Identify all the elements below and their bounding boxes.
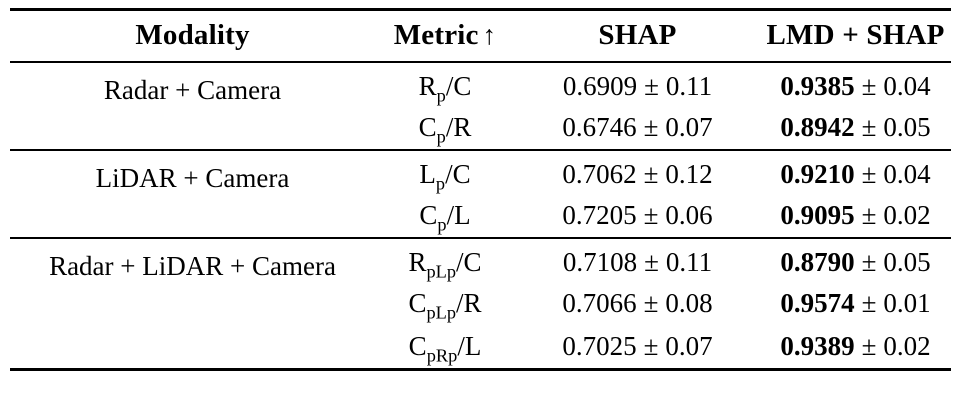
table-row: LiDAR + Camera Lp/C 0.7062 ±0.12 0.9210 ±0.04 (10, 150, 951, 194)
std-value: 0.08 (665, 288, 713, 318)
shap-value-cell: 0.7205 ±0.06 (515, 194, 760, 238)
table-row: Cp/L 0.7205 ±0.06 0.9095 ±0.02 (10, 194, 951, 238)
std-value: 0.01 (883, 288, 931, 318)
plus-minus-symbol: ± (861, 247, 877, 277)
plus-minus-symbol: ± (643, 111, 659, 142)
table-row: Radar + Camera Rp/C 0.6909 ±0.11 0.9385 ±0.04 (10, 62, 951, 106)
results-table: Modality Metric ↑ SHAP LMD + SHAP Radar + Ca… (10, 8, 951, 371)
table-group: Radar + Camera Rp/C 0.6909 ±0.11 0.9385 ±0.04… (10, 62, 951, 150)
mean-value: 0.9210 (780, 159, 855, 189)
column-header-label: LMD + SHAP (766, 19, 945, 52)
column-header-label: SHAP (598, 19, 677, 52)
metric-cell: CpRp/L (408, 331, 482, 366)
mean-value: 0.7205 (562, 199, 637, 230)
mean-value: 0.8790 (780, 247, 855, 277)
mean-value: 0.6909 (562, 71, 638, 101)
plus-minus-symbol: ± (643, 331, 659, 362)
lmd-shap-value-cell: 0.9210 ±0.04 (760, 150, 951, 194)
mean-value: 0.7062 (562, 159, 637, 189)
modality-cell: LiDAR + Camera (95, 162, 290, 193)
plus-minus-symbol: ± (861, 288, 877, 318)
table-row: Cp/R 0.6746 ±0.07 0.8942 ±0.05 (10, 106, 951, 150)
metric-cell: CpLp/R (408, 288, 482, 323)
table-group: Radar + LiDAR + Camera RpLp/C 0.7108 ±0.11 0… (10, 237, 951, 370)
shap-value-cell: 0.6909 ±0.11 (515, 62, 760, 106)
std-value: 0.07 (665, 331, 713, 362)
std-value: 0.05 (883, 247, 931, 277)
modality-cell: Radar + Camera (103, 74, 282, 105)
table-header: Modality Metric ↑ SHAP LMD + SHAP (10, 10, 951, 62)
column-header: SHAP (515, 10, 760, 62)
metric-cell: Lp/C (419, 159, 471, 194)
lmd-shap-value-cell: 0.8942 ±0.05 (760, 106, 951, 150)
column-header-label: Metric (393, 19, 479, 52)
plus-minus-symbol: ± (643, 199, 659, 230)
mean-value: 0.7066 (562, 288, 637, 318)
shap-value-cell: 0.6746 ±0.07 (515, 106, 760, 150)
plus-minus-symbol: ± (861, 71, 877, 101)
modality-cell: Radar + LiDAR + Camera (49, 250, 336, 281)
std-value: 0.04 (883, 71, 931, 101)
shap-value-cell: 0.7066 ±0.08 (515, 282, 760, 326)
mean-value: 0.9385 (780, 71, 855, 101)
lmd-shap-value-cell: 0.9385 ±0.04 (760, 62, 951, 106)
plus-minus-symbol: ± (644, 71, 659, 101)
column-header-label: Modality (135, 19, 250, 52)
std-value: 0.04 (883, 159, 931, 189)
std-value: 0.12 (665, 159, 713, 189)
header-row: Modality Metric ↑ SHAP LMD + SHAP (10, 10, 951, 62)
plus-minus-symbol: ± (861, 159, 877, 189)
mean-value: 0.6746 (562, 111, 637, 142)
metric-cell: RpLp/C (408, 247, 482, 282)
plus-minus-symbol: ± (643, 288, 659, 318)
std-value: 0.07 (665, 111, 713, 142)
table-row: CpLp/R 0.7066 ±0.08 0.9574 ±0.01 (10, 282, 951, 326)
plus-minus-symbol: ± (861, 111, 877, 142)
metric-cell: Cp/L (419, 199, 471, 234)
lmd-shap-value-cell: 0.9095 ±0.02 (760, 194, 951, 238)
metric-cell: Rp/C (418, 71, 472, 106)
std-value: 0.02 (883, 331, 931, 362)
shap-value-cell: 0.7108 ±0.11 (515, 238, 760, 282)
table-group: LiDAR + Camera Lp/C 0.7062 ±0.12 0.9210 ±0.04… (10, 149, 951, 238)
plus-minus-symbol: ± (861, 331, 877, 362)
metric-cell: Cp/R (418, 111, 472, 146)
column-header: LMD + SHAP (760, 10, 951, 62)
mean-value: 0.8942 (780, 111, 855, 142)
table-row: CpRp/L 0.7025 ±0.07 0.9389 ±0.02 (10, 326, 951, 370)
std-value: 0.06 (665, 199, 713, 230)
mean-value: 0.7108 (562, 247, 638, 277)
shap-value-cell: 0.7062 ±0.12 (515, 150, 760, 194)
mean-value: 0.9389 (780, 331, 855, 362)
column-header: Metric ↑ (375, 10, 515, 62)
up-arrow-icon: ↑ (482, 20, 497, 51)
plus-minus-symbol: ± (644, 247, 659, 277)
lmd-shap-value-cell: 0.9389 ±0.02 (760, 326, 951, 370)
std-value: 0.11 (665, 247, 713, 277)
std-value: 0.11 (665, 71, 713, 101)
shap-value-cell: 0.7025 ±0.07 (515, 326, 760, 370)
mean-value: 0.9574 (780, 288, 855, 318)
table-row: Radar + LiDAR + Camera RpLp/C 0.7108 ±0.11 0… (10, 238, 951, 282)
mean-value: 0.7025 (562, 331, 637, 362)
lmd-shap-value-cell: 0.9574 ±0.01 (760, 282, 951, 326)
column-header: Modality (10, 10, 375, 62)
lmd-shap-value-cell: 0.8790 ±0.05 (760, 238, 951, 282)
std-value: 0.05 (883, 111, 931, 142)
mean-value: 0.9095 (780, 199, 855, 230)
plus-minus-symbol: ± (861, 199, 877, 230)
plus-minus-symbol: ± (643, 159, 659, 189)
std-value: 0.02 (883, 199, 931, 230)
